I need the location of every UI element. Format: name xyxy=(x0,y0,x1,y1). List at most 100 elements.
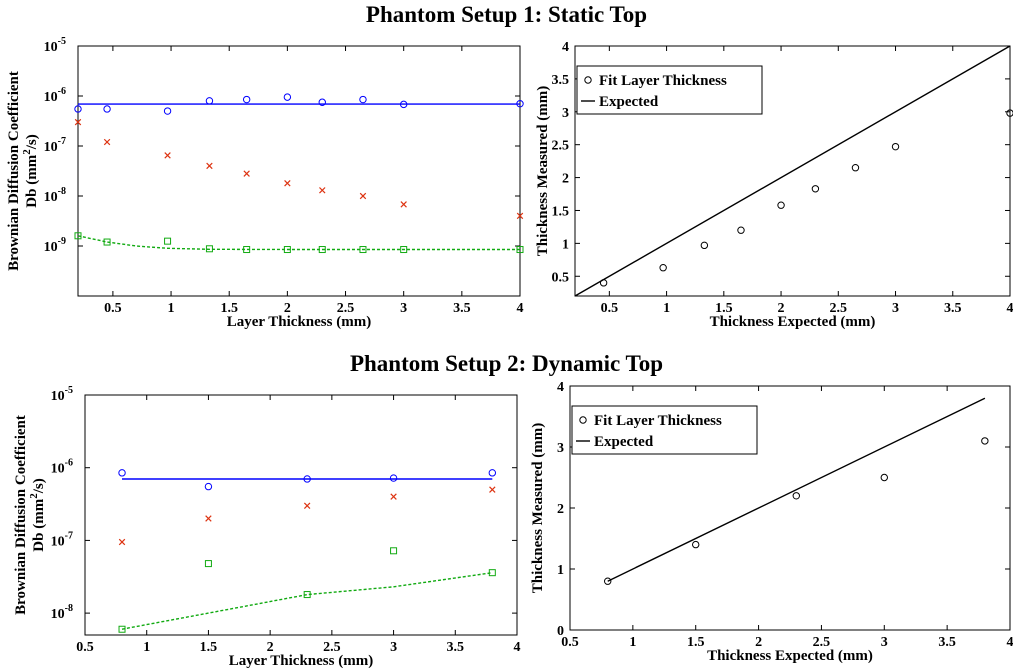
x-tick-label: 2 xyxy=(284,301,291,316)
y-tick-label: 10-6 xyxy=(44,86,66,105)
y-tick-label: 2 xyxy=(557,502,564,517)
x-axis-label: Layer Thickness (mm) xyxy=(227,314,371,330)
data-point-circle xyxy=(242,95,251,104)
y-axis-label-units: Db (mm2/s) xyxy=(28,478,47,551)
plot-frame xyxy=(574,45,1011,297)
legend: Fit Layer Thickness Expected xyxy=(576,65,763,115)
y-tick-label: 3.5 xyxy=(552,73,570,88)
x-tick-label: 3 xyxy=(390,640,397,655)
figure-title-setup-2: Phantom Setup 2: Dynamic Top xyxy=(349,351,664,376)
fit-curve-dashed xyxy=(121,572,493,630)
legend-label: Fit Layer Thickness xyxy=(594,413,722,429)
x-tick-label: 1.5 xyxy=(687,635,705,650)
x-axis-label: Layer Thickness (mm) xyxy=(229,653,373,669)
data-point-circle xyxy=(488,469,497,477)
y-tick-label: 2.5 xyxy=(552,139,570,154)
legend-marker-circle xyxy=(579,416,587,424)
data-point-circle xyxy=(700,241,709,250)
x-tick-label: 1.5 xyxy=(715,301,733,316)
data-point-x xyxy=(303,502,311,509)
data-point-square xyxy=(390,547,398,555)
y-tick-label: 10-7 xyxy=(51,530,73,549)
data-point-circle xyxy=(851,164,860,172)
data-point-x xyxy=(206,162,213,170)
x-tick-label: 0.5 xyxy=(76,640,94,655)
x-tick-label: 1.5 xyxy=(200,640,218,655)
data-point-square xyxy=(400,246,408,254)
data-point-x-stroke xyxy=(489,486,496,493)
data-point-square xyxy=(164,237,172,245)
x-tick-label: 2.5 xyxy=(323,640,341,655)
y-tick-label: 2 xyxy=(562,172,569,187)
series-group xyxy=(604,397,989,585)
x-tick-label: 1 xyxy=(629,635,636,650)
data-point-x xyxy=(74,118,82,126)
data-point-x xyxy=(489,486,496,493)
y-tick-label: 4 xyxy=(562,40,569,55)
x-tick-label: 4 xyxy=(514,640,521,655)
data-point-circle xyxy=(163,107,172,115)
data-point-circle xyxy=(103,105,111,113)
x-tick-label: 1 xyxy=(168,301,175,316)
data-point-x-stroke xyxy=(303,502,311,509)
data-point-circle xyxy=(118,469,126,477)
data-point-x-stroke xyxy=(243,170,250,177)
plot-frame xyxy=(77,45,521,297)
x-tick-label: 3.5 xyxy=(938,635,956,650)
y-axis-label: Thickness Measured (mm) xyxy=(535,86,551,257)
data-point-x-stroke xyxy=(206,162,213,170)
x-tick-label: 2 xyxy=(778,301,785,316)
y-tick-label: 1 xyxy=(562,237,569,252)
data-point-circle xyxy=(1006,109,1013,117)
data-point-x xyxy=(319,187,326,194)
figure-title-setup-1: Phantom Setup 1: Static Top xyxy=(365,2,648,27)
y-tick-label: 1 xyxy=(557,563,564,578)
data-point-x xyxy=(205,515,212,522)
data-point-x-stroke xyxy=(74,118,82,126)
x-axis-label: Thickness Expected (mm) xyxy=(707,648,873,664)
y-tick-label: 3 xyxy=(562,106,569,121)
y-tick-label: 10-8 xyxy=(51,603,73,622)
data-point-circle xyxy=(777,201,785,209)
x-tick-label: 4 xyxy=(517,301,524,316)
y-axis-label: Brownian Diffusion Coefficient xyxy=(13,415,29,615)
y-tick-label: 10-5 xyxy=(44,36,66,55)
x-tick-label: 2.5 xyxy=(337,301,355,316)
data-point-x xyxy=(516,212,524,220)
y-tick-label: 10-8 xyxy=(44,186,66,205)
x-tick-label: 2 xyxy=(755,635,762,650)
x-tick-label: 2.5 xyxy=(830,301,848,316)
series-group xyxy=(574,45,1013,297)
x-tick-label: 1 xyxy=(663,301,670,316)
fit-line xyxy=(607,397,986,582)
y-tick-label: 10-5 xyxy=(51,385,73,404)
y-axis-label: Thickness Measured (mm) xyxy=(530,423,546,594)
x-tick-label: 2.5 xyxy=(813,635,831,650)
data-point-circle xyxy=(74,105,82,113)
legend-box xyxy=(576,65,763,115)
chart-p1_db: 0.5 1 1.5 2 2.5 3 3.5 4 10-9 10-8 10-7 10-6 10-5 Laye… xyxy=(6,36,524,330)
y-axis-label: Brownian Diffusion Coefficient xyxy=(6,71,22,271)
data-point-circle xyxy=(811,185,820,193)
data-point-x xyxy=(400,201,407,208)
series-group xyxy=(118,469,497,633)
fit-line xyxy=(574,45,1011,297)
data-point-circle xyxy=(692,540,700,549)
x-tick-label: 3.5 xyxy=(944,301,962,316)
y-tick-label: 10-9 xyxy=(44,236,66,255)
x-tick-label: 3 xyxy=(892,301,899,316)
data-point-circle xyxy=(880,473,888,482)
data-point-x-stroke xyxy=(205,515,212,522)
x-tick-label: 2 xyxy=(267,640,274,655)
data-point-x-stroke xyxy=(400,201,407,208)
chart-p2_db: 0.5 1 1.5 2 2.5 3 3.5 4 10-8 10-7 10-6 10-5 Layer Th… xyxy=(13,385,521,669)
y-tick-label: 0 xyxy=(557,624,564,639)
data-point-x xyxy=(243,170,250,177)
data-point-x-stroke xyxy=(103,138,111,146)
fit-curve-dashed xyxy=(77,235,520,251)
legend: Fit Layer Thickness Expected xyxy=(571,405,758,455)
data-point-square xyxy=(204,560,212,568)
data-point-circle xyxy=(205,97,214,105)
data-point-circle xyxy=(792,492,800,500)
legend-label: Fit Layer Thickness xyxy=(599,73,727,89)
